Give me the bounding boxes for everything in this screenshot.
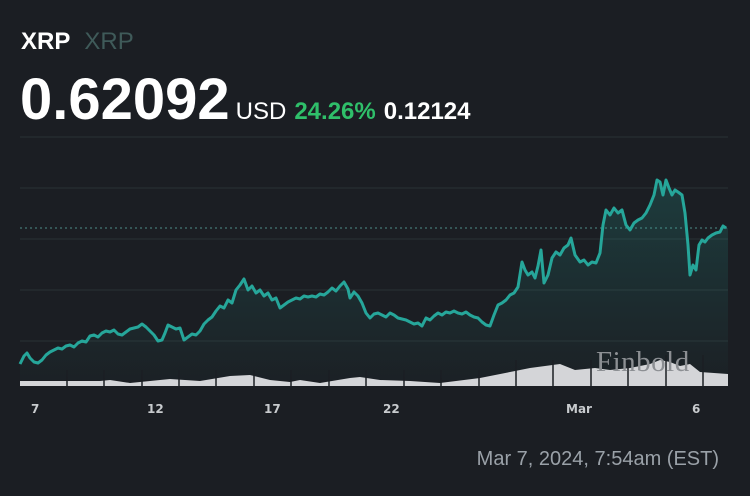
x-tick-label: 6 [692, 402, 700, 416]
volume-separators [66, 355, 704, 386]
current-price: 0.62092 [20, 67, 230, 132]
asset-symbol: XRP [21, 28, 71, 55]
quote-row: 0.62092 USD 24.26% 0.12124 [20, 66, 471, 133]
asset-name: XRP [84, 28, 134, 55]
x-tick-label: Mar [566, 402, 592, 416]
x-tick-label: 7 [31, 402, 39, 416]
asset-header: XRP XRP [21, 28, 134, 56]
volume-area [20, 360, 728, 386]
finbold-watermark: Finbold [596, 346, 690, 378]
x-axis: 7 12 17 22 Mar 6 [31, 402, 700, 416]
change-absolute: 0.12124 [383, 98, 471, 125]
price-area [20, 180, 728, 380]
x-tick-label: 12 [147, 402, 164, 416]
change-percent: 24.26% [294, 98, 376, 125]
timestamp: Mar 7, 2024, 7:54am (EST) [476, 448, 719, 470]
price-line[interactable] [18, 178, 727, 365]
currency-label: USD [235, 98, 287, 125]
price-chart[interactable]: 7 12 17 22 Mar 6 [0, 120, 750, 420]
x-tick-label: 17 [264, 402, 281, 416]
x-tick-label: 22 [383, 402, 400, 416]
